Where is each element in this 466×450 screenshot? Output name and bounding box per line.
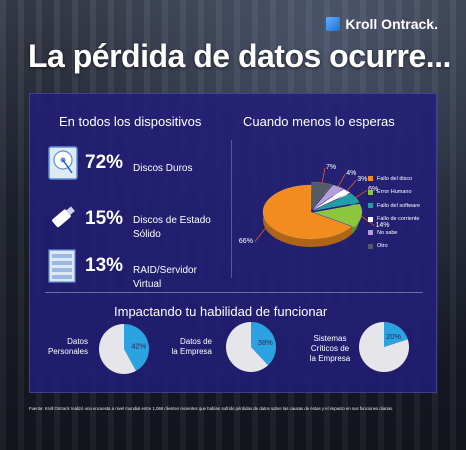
impact-pie-charts: 42% 38% 20% <box>98 322 409 374</box>
device-percent: 13% <box>85 255 124 276</box>
device-row-raid: 13% RAID/Servidor Virtual <box>48 249 226 290</box>
impact-label-line: la Empresa <box>309 354 351 363</box>
impact-pie-slice-affected <box>251 322 276 366</box>
legend-label: Otro <box>377 243 388 250</box>
pie-leader-line <box>337 173 346 188</box>
legend-swatch <box>368 230 373 236</box>
pie-slice <box>313 203 363 228</box>
legend-label: Error Humano <box>377 189 412 196</box>
impact-label-line: la Empresa <box>171 347 212 356</box>
impact-label-personal: Datos Personales <box>44 337 88 357</box>
hard-drive-icon <box>48 146 78 180</box>
device-row-ssd: 15% Discos de Estado Sólido <box>48 202 226 240</box>
page-title: La pérdida de datos ocurre... <box>28 38 451 74</box>
impact-label-line: Personales <box>47 347 88 356</box>
impact-label-line: Sistemas <box>313 334 347 343</box>
legend-item: No sabe <box>368 226 420 240</box>
device-label: Discos Duros <box>133 163 193 174</box>
legend-swatch <box>368 216 373 222</box>
infographic-panel: En todos los dispositivos Cuando menos l… <box>29 93 437 393</box>
horizontal-divider <box>45 292 423 293</box>
impact-label-line: Críticos de <box>310 344 350 353</box>
impact-section-title: Impactando tu habilidad de funcionar <box>114 304 328 319</box>
device-percent: 72% <box>85 152 124 173</box>
legend-swatch <box>368 189 373 195</box>
pie-section-title: Cuando menos lo esperas <box>243 114 395 129</box>
brand-name: Kroll Ontrack. <box>345 16 438 32</box>
legend-item: Error Humano <box>368 186 420 200</box>
vertical-divider <box>231 140 232 278</box>
pie-leader-line <box>254 225 268 242</box>
pie-slice-label: 4% <box>346 170 357 177</box>
logo-mark-icon <box>326 17 341 31</box>
cause-pie-chart <box>254 168 375 248</box>
impact-pie-slice-affected <box>384 322 408 347</box>
impact-label-critical: Sistemas Críticos de la Empresa <box>305 334 355 364</box>
device-label-line: Sólido <box>133 229 161 240</box>
server-rack-icon <box>48 249 76 283</box>
pie-slice-label: 6% <box>368 186 379 194</box>
pie-slice-label: 14% <box>375 221 390 229</box>
legend-label: No sabe <box>377 229 398 236</box>
legend-swatch <box>368 176 373 182</box>
impact-pie-label: 20% <box>386 332 401 341</box>
usb-drive-icon <box>52 206 75 228</box>
pie-legend: Fallo del disco Error Humano Fallo del sof… <box>368 172 420 253</box>
device-label: Discos de Estado Sólido <box>133 214 211 242</box>
impact-pie-slice-rest <box>358 322 409 372</box>
pie-slice <box>262 184 352 240</box>
pie-slice-label: 7% <box>325 164 337 172</box>
devices-section-title: En todos los dispositivos <box>59 114 202 129</box>
source-footnote: Fuente: Kroll Ontrack realizó una encues… <box>29 406 394 411</box>
device-label: RAID/Servidor Virtual <box>133 265 197 290</box>
pie-leader-line <box>354 189 368 199</box>
device-label-line: Discos de Estado <box>133 215 211 226</box>
impact-label-line: Datos de <box>179 337 212 346</box>
legend-item: Fallo de corriente <box>368 213 420 227</box>
impact-pie-label: 38% <box>258 338 273 347</box>
pie-leader-line <box>321 168 326 184</box>
impact-label-line: Datos <box>67 337 88 346</box>
brand-logo: Kroll Ontrack. <box>326 16 438 32</box>
pie-slice-label: 3% <box>357 176 368 184</box>
impact-label-company: Datos de la Empresa <box>170 337 212 357</box>
device-percent: 15% <box>85 208 124 229</box>
legend-swatch <box>368 203 373 209</box>
pie-slice-label: 66% <box>238 237 253 245</box>
impact-pie-slice-rest <box>98 324 137 374</box>
legend-item: Fallo del software <box>368 199 420 213</box>
impact-pie-slice-rest <box>226 322 269 372</box>
impact-pie-slice-affected <box>124 324 149 371</box>
legend-item: Otro <box>368 240 420 254</box>
legend-label: Fallo de corriente <box>377 216 420 223</box>
legend-label: Fallo del disco <box>377 175 413 182</box>
legend-label: Fallo del software <box>377 202 421 209</box>
legend-swatch <box>368 243 373 249</box>
pie-leader-line <box>346 179 357 192</box>
device-row-hard-drive: 72% Discos Duros <box>48 146 226 184</box>
impact-pie-label: 42% <box>131 342 146 351</box>
legend-item: Fallo del disco <box>368 172 420 186</box>
pie-leader-line <box>360 215 375 226</box>
